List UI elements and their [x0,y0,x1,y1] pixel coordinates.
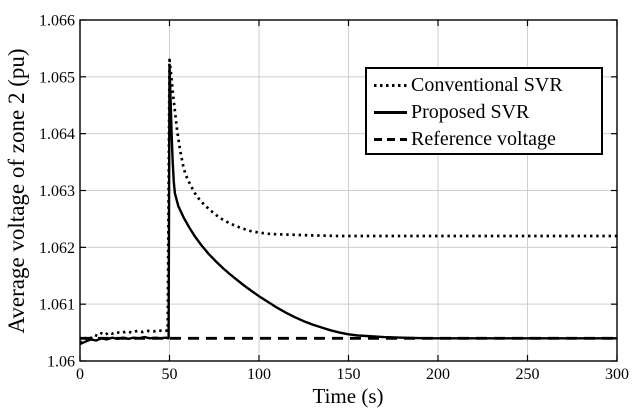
x-tick-label: 300 [605,366,629,383]
series-line-proposed-svr [79,64,617,346]
y-tick-label: 1.062 [39,240,75,257]
x-tick-label: 150 [337,366,361,383]
legend-label: Proposed SVR [411,101,530,123]
legend-label: Reference voltage [411,128,556,150]
y-tick-label: 1.066 [39,13,75,30]
y-axis-title: Average voltage of zone 2 (pu) [4,48,29,333]
tick-layer [79,19,618,362]
dotted-line-sample-icon [374,84,407,87]
x-tick-label: 200 [426,366,450,383]
y-tick-label: 1.061 [39,297,75,314]
x-axis-title: Time (s) [313,384,384,408]
series-line-conventional-svr [79,58,617,344]
axis-label-layer: Time (s) Average voltage of zone 2 (pu) [4,48,384,408]
y-tick-label: 1.06 [47,354,75,371]
series-layer [79,58,617,346]
x-tick-label: 0 [76,366,84,383]
legend: Conventional SVR Proposed SVR Reference … [365,67,603,155]
tick-label-layer: 0 50 100 150 200 250 300 1.06 1.061 1.062 1.063 1.0… [39,13,629,384]
legend-entry-reference-voltage: Reference voltage [374,126,595,153]
y-tick-label: 1.064 [39,126,75,143]
x-tick-label: 250 [516,366,540,383]
dashed-line-sample-icon [374,138,407,141]
solid-line-sample-icon [374,111,407,114]
legend-entry-proposed-svr: Proposed SVR [374,99,595,126]
y-tick-label: 1.063 [39,183,75,200]
x-tick-label: 50 [162,366,178,383]
legend-label: Conventional SVR [411,74,563,96]
legend-entry-conventional-svr: Conventional SVR [374,72,595,99]
y-tick-label: 1.065 [39,69,75,86]
x-tick-label: 100 [247,366,271,383]
